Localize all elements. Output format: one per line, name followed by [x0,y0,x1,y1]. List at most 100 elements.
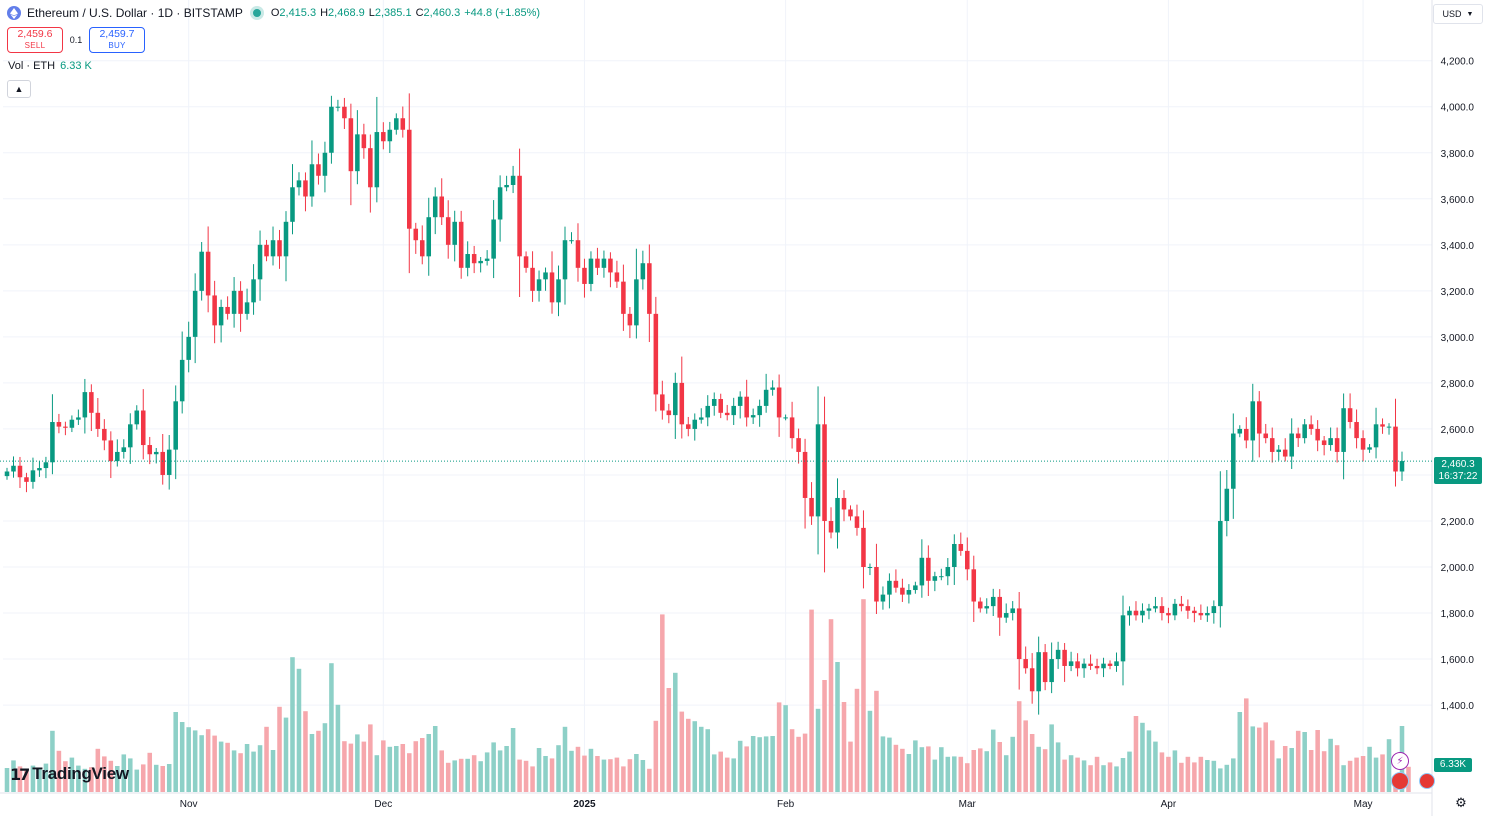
candle-body [744,396,749,418]
volume-bar [1380,754,1385,792]
volume-bar [361,741,367,792]
candle-body [614,272,620,282]
volume-bar [1140,722,1145,792]
volume-bar [374,755,380,792]
volume-bar [510,728,516,792]
candle [400,106,406,138]
volume-bar [76,765,81,792]
candle-body [1120,615,1126,662]
candle-body [1367,447,1372,450]
lightning-event-icon[interactable]: ⚡ [1391,752,1409,770]
volume-bar [543,756,548,792]
candle-body [549,272,555,303]
candle [24,472,29,493]
volume-bar [43,763,49,792]
candle [984,598,990,614]
candle-body [737,396,743,406]
volume-bar [1367,746,1372,792]
candle-body [867,567,873,569]
us-flag-event-icon[interactable] [1391,772,1409,790]
candle [815,386,821,555]
candle-body [1282,449,1288,457]
volume-bar [789,729,795,792]
candle-body [270,240,276,257]
volume-bar [329,663,334,792]
candle-body [1192,610,1197,614]
candle-body [355,134,360,172]
volume-bar [1114,766,1119,792]
candle [1114,652,1119,672]
volume-bar [1172,750,1178,792]
candle [647,244,652,343]
collapse-legend-button[interactable]: ▲ [7,80,31,98]
tradingview-logo[interactable]: 17 TradingView [10,764,129,784]
volume-bar [893,744,899,792]
sell-button[interactable]: 2,459.6 SELL [7,27,63,53]
volume-bar [147,752,153,792]
candle [497,175,503,242]
volume-bar [945,756,951,792]
gear-icon[interactable]: ⚙ [1455,795,1467,810]
candle-body [653,313,659,395]
candle-body [1373,424,1379,448]
volume-bar [205,729,211,792]
volume-bar [724,757,730,792]
candle-body [841,497,847,510]
candle-body [407,129,412,229]
candle-body [724,412,730,416]
candle [932,571,938,592]
currency-selector[interactable]: USD ▼ [1433,4,1483,24]
volume-bar [770,736,775,792]
volume-legend[interactable]: Vol · ETH 6.33 K [8,60,92,72]
candle-body [56,422,62,427]
candle [841,490,847,522]
volume-bar [932,759,938,792]
volume-bar [394,746,399,792]
volume-bar [815,708,821,792]
volume-bar [95,748,101,792]
volume-bar [1166,756,1171,792]
volume-bar [1153,741,1158,792]
volume-bar [108,760,114,792]
candle-body [666,410,672,416]
open-value: 2,415.3 [279,7,317,19]
volume-bar [1049,724,1054,792]
candle [238,281,243,332]
volume-bar [848,741,853,792]
volume-bar [919,747,925,792]
candle-body [997,596,1002,618]
volume-bar [595,756,600,792]
candle-body [731,405,736,416]
candle [115,439,120,467]
candle [407,93,412,274]
candle-body [1295,433,1301,439]
candle [1282,438,1288,462]
candle-body [705,405,711,418]
candle [796,428,801,464]
candle-body [1354,422,1359,439]
volume-bar [608,759,613,792]
volume-bar [536,748,542,792]
candle-body [361,134,367,149]
candle [121,439,127,459]
candle-body [1244,428,1249,441]
volume-bar [134,769,140,792]
volume-bar [1198,756,1204,792]
candle-body [569,240,574,242]
volume-bar [621,766,626,792]
candle-body [588,258,594,284]
volume-bar [290,657,295,792]
candle-body [426,217,432,257]
volume-bar [1042,749,1048,792]
volume-bar [900,748,905,792]
candle-body [225,306,230,314]
candle [776,374,782,437]
buy-button[interactable]: 2,459.7 BUY [89,27,145,53]
us-flag-event-icon[interactable] [1419,773,1435,789]
volume-bar [1295,730,1301,792]
symbol-title[interactable]: Ethereum / U.S. Dollar · 1D · BITSTAMP [27,6,243,20]
volume-bar [458,758,464,792]
volume-bar [173,712,178,792]
volume-bar [212,735,217,792]
